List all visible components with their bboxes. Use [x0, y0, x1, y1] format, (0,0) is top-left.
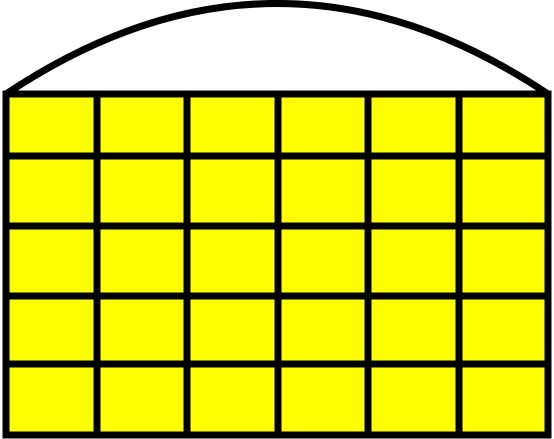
grid-cell-r4-c1: [6, 296, 97, 364]
grid-cell-r3-c4: [278, 226, 368, 296]
grid-cell-r5-c2: [97, 364, 187, 435]
grid-cell-r2-c3: [187, 156, 278, 226]
grid-cell-r2-c1: [6, 156, 97, 226]
yellow-grid: [2, 90, 552, 439]
grid-cell-r2-c5: [368, 156, 459, 226]
grid-cell-r5-c5: [368, 364, 459, 435]
grid-cell-r3-c3: [187, 226, 278, 296]
grid-cell-r3-c5: [368, 226, 459, 296]
grid-cell-r1-c6: [459, 94, 548, 156]
grid-cell-r5-c1: [6, 364, 97, 435]
grid-cell-r5-c4: [278, 364, 368, 435]
grid-cell-r4-c5: [368, 296, 459, 364]
grid-cell-r4-c4: [278, 296, 368, 364]
grid-cell-r2-c6: [459, 156, 548, 226]
grid-cell-r4-c3: [187, 296, 278, 364]
grid-cell-r1-c3: [187, 94, 278, 156]
grid-cell-r2-c2: [97, 156, 187, 226]
grid-cell-r3-c2: [97, 226, 187, 296]
arch-curve: [4, 0, 550, 97]
grid-cell-r2-c4: [278, 156, 368, 226]
grid-cell-r3-c6: [459, 226, 548, 296]
grid-cell-r1-c5: [368, 94, 459, 156]
grid-cell-r1-c1: [6, 94, 97, 156]
grid-cell-r4-c6: [459, 296, 548, 364]
grid-cell-r5-c6: [459, 364, 548, 435]
grid-cell-r1-c4: [278, 94, 368, 156]
grid-cell-r1-c2: [97, 94, 187, 156]
grid-cell-r3-c1: [6, 226, 97, 296]
grid-cell-r4-c2: [97, 296, 187, 364]
grid-cell-r5-c3: [187, 364, 278, 435]
